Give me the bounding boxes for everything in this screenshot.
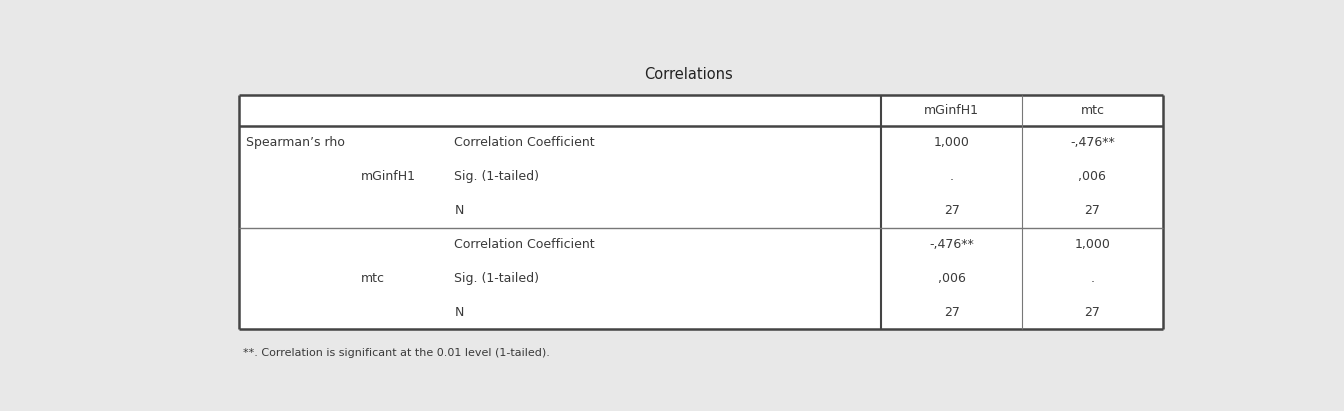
Text: mGinfH1: mGinfH1 [360,170,415,183]
Text: Correlations: Correlations [644,67,734,82]
Text: N: N [454,204,464,217]
Text: -,476**: -,476** [1070,136,1114,149]
Text: Spearman’s rho: Spearman’s rho [246,136,345,149]
Text: 27: 27 [943,306,960,319]
Text: .: . [1090,272,1094,285]
Text: -,476**: -,476** [930,238,974,251]
Text: ,006: ,006 [938,272,966,285]
Text: ,006: ,006 [1078,170,1106,183]
Text: mGinfH1: mGinfH1 [925,104,980,117]
Text: Correlation Coefficient: Correlation Coefficient [454,238,595,251]
Text: Sig. (1-tailed): Sig. (1-tailed) [454,170,539,183]
Text: 1,000: 1,000 [1074,238,1110,251]
Text: 27: 27 [943,204,960,217]
Text: 27: 27 [1085,204,1101,217]
Text: **. Correlation is significant at the 0.01 level (1-tailed).: **. Correlation is significant at the 0.… [243,349,550,358]
Text: Correlation Coefficient: Correlation Coefficient [454,136,595,149]
Text: mtc: mtc [360,272,384,285]
Text: mtc: mtc [1081,104,1105,117]
Text: .: . [950,170,954,183]
Text: Sig. (1-tailed): Sig. (1-tailed) [454,272,539,285]
Text: 27: 27 [1085,306,1101,319]
Text: N: N [454,306,464,319]
Text: 1,000: 1,000 [934,136,970,149]
